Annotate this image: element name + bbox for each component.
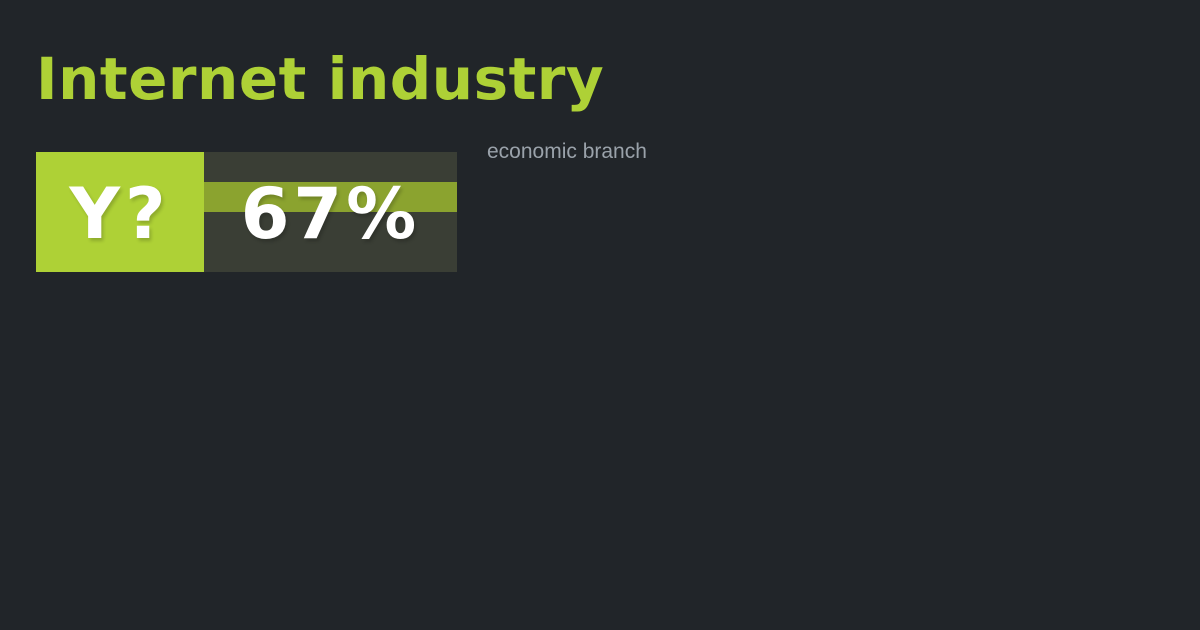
percentage-box: 67% bbox=[204, 152, 457, 272]
logo-badge: Y? bbox=[36, 152, 204, 272]
poll-result-badge: Y? 67% bbox=[36, 152, 457, 272]
percentage-value: 67% bbox=[240, 173, 421, 255]
logo-text: Y? bbox=[69, 173, 171, 255]
page-title: Internet industry bbox=[36, 45, 605, 113]
highlight-stripe bbox=[204, 182, 457, 212]
subtitle-label: economic branch bbox=[487, 140, 647, 163]
